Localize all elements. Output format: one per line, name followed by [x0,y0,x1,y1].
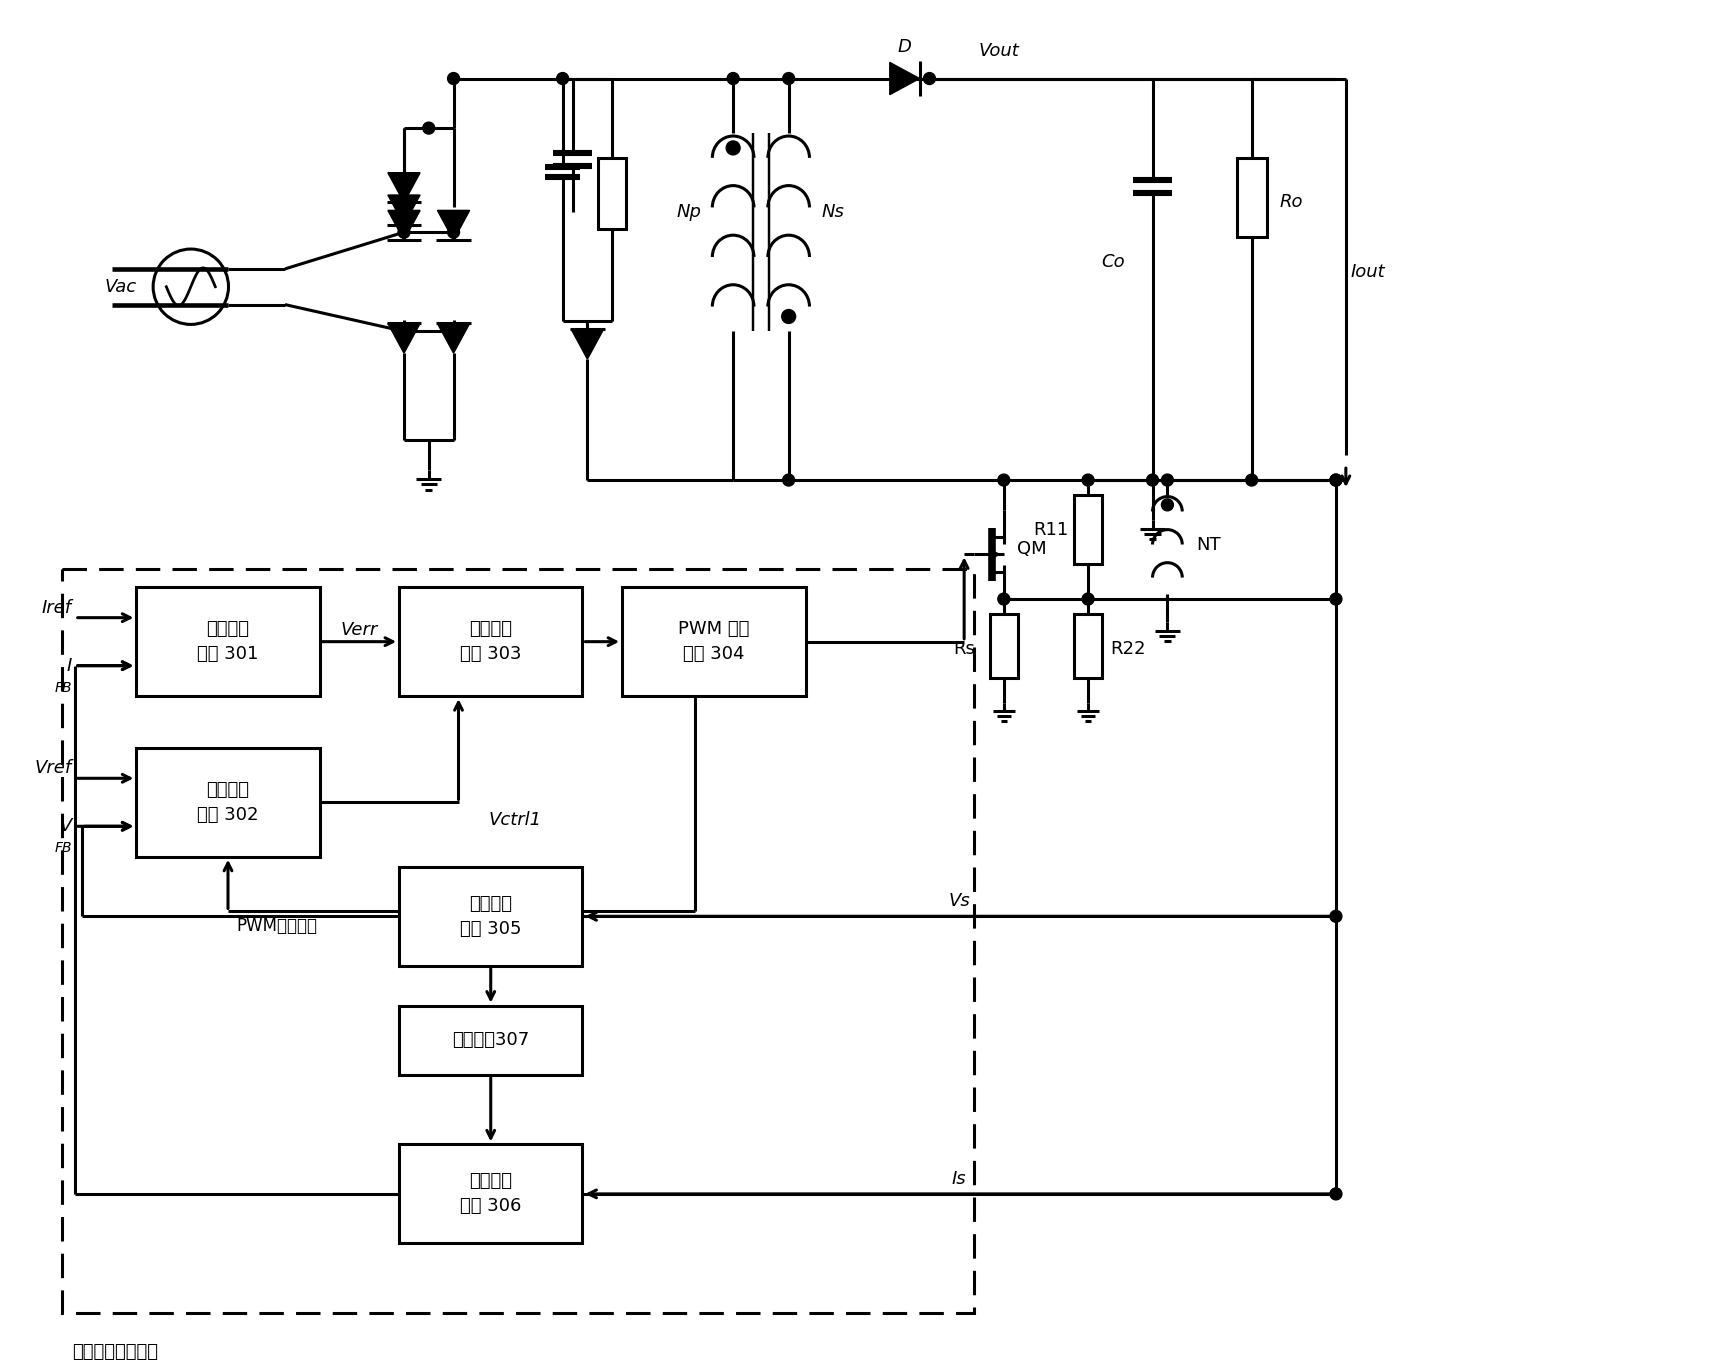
Text: Is: Is [952,1170,965,1188]
Circle shape [996,593,1009,605]
Text: FB: FB [54,841,73,856]
Bar [400,1006,581,1075]
Polygon shape [388,194,420,225]
Polygon shape [388,211,420,240]
Circle shape [398,226,410,238]
Circle shape [1246,474,1258,486]
Bar [62,570,974,1313]
Text: V: V [59,817,73,835]
Text: Ns: Ns [822,204,844,222]
Bar [137,587,320,697]
Text: Vctrl1: Vctrl1 [488,810,541,830]
Text: 电流反馈
电路 306: 电流反馈 电路 306 [460,1172,521,1216]
Polygon shape [438,211,469,240]
Bar [400,587,581,697]
Bar [1074,496,1102,564]
Bar [599,157,626,229]
Polygon shape [388,323,420,353]
Text: PWM 控制
电路 304: PWM 控制 电路 304 [678,620,749,663]
Text: Ro: Ro [1278,193,1303,211]
Circle shape [727,73,739,85]
Text: 电压控制
电路 302: 电压控制 电路 302 [197,780,258,824]
Text: Rs: Rs [953,639,974,657]
Circle shape [727,141,740,155]
Circle shape [924,73,934,85]
Circle shape [1329,474,1341,486]
Text: PWM控制信号: PWM控制信号 [235,917,317,935]
Text: Vout: Vout [977,42,1019,60]
Polygon shape [438,323,469,353]
Circle shape [1329,474,1341,486]
Text: Iout: Iout [1349,263,1384,281]
Text: Co: Co [1100,253,1124,271]
Circle shape [422,122,434,134]
Text: 电流控制
电路 301: 电流控制 电路 301 [197,620,258,663]
Circle shape [557,73,567,85]
Bar [990,613,1017,679]
Circle shape [448,73,458,85]
Text: 计时电路307: 计时电路307 [452,1031,529,1049]
Circle shape [398,326,410,337]
Circle shape [1145,474,1157,486]
Circle shape [1161,498,1173,511]
Bar [1074,613,1102,679]
Text: Iref: Iref [42,598,73,617]
Text: 电压反馈
电路 305: 电压反馈 电路 305 [460,895,521,938]
Bar [137,747,320,857]
Polygon shape [889,63,919,94]
Bar [621,587,804,697]
Text: Verr: Verr [341,620,377,639]
Text: Np: Np [676,204,701,222]
Bar [400,867,581,967]
Circle shape [1329,593,1341,605]
Circle shape [996,474,1009,486]
Text: R11: R11 [1033,520,1067,538]
Text: I: I [66,657,73,675]
Polygon shape [388,172,420,203]
Text: 选择控制
电路 303: 选择控制 电路 303 [460,620,521,663]
Circle shape [782,474,794,486]
Circle shape [1081,474,1093,486]
Text: Vref: Vref [35,760,73,778]
Bar [400,1144,581,1243]
Text: R22: R22 [1109,639,1145,657]
Text: QM: QM [1016,541,1045,559]
Text: D: D [898,38,912,56]
Circle shape [1081,593,1093,605]
Text: Vac: Vac [104,278,137,296]
Circle shape [448,226,458,238]
Bar [1235,157,1266,237]
Circle shape [782,73,794,85]
Text: 恒压恒流控制电路: 恒压恒流控制电路 [73,1343,157,1361]
Text: Vs: Vs [948,893,969,910]
Polygon shape [571,330,604,359]
Circle shape [1329,910,1341,923]
Circle shape [1161,474,1173,486]
Circle shape [782,309,796,323]
Text: NT: NT [1195,535,1221,553]
Text: FB: FB [54,680,73,694]
Circle shape [448,326,458,337]
Circle shape [1329,1188,1341,1199]
